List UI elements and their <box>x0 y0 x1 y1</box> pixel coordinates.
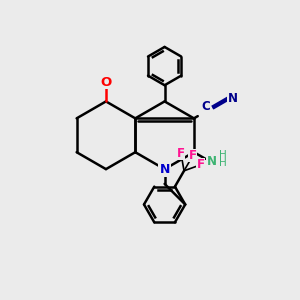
Text: C: C <box>201 100 210 113</box>
Text: O: O <box>100 76 112 89</box>
Text: F: F <box>189 149 197 162</box>
Text: N: N <box>228 92 238 105</box>
Text: F: F <box>196 158 205 171</box>
Text: N: N <box>159 163 170 176</box>
Text: F: F <box>177 147 185 160</box>
Text: N: N <box>207 154 217 167</box>
Text: H: H <box>219 150 226 160</box>
Text: H: H <box>219 158 226 168</box>
